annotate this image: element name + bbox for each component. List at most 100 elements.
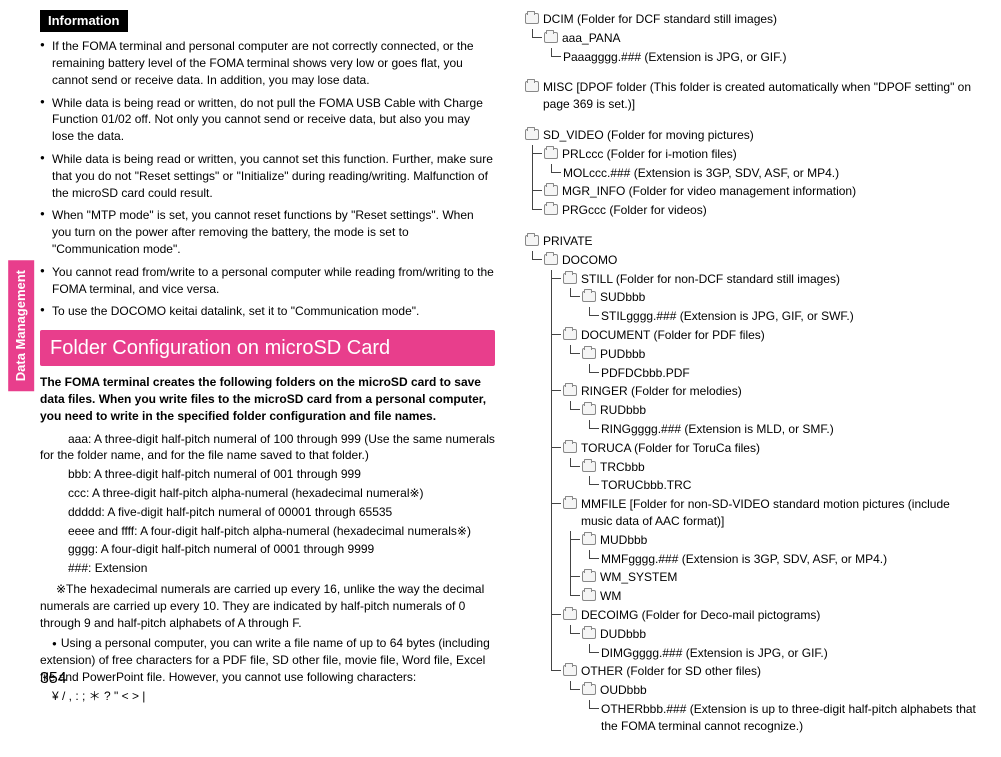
- tree-folder: PUDbbb PDFDCbbb.PDF: [582, 345, 980, 383]
- tree-leaf: OTHERbbb.### (Extension is up to three-d…: [601, 700, 980, 736]
- tree-folder: OTHER (Folder for SD other files)OUDbbbO…: [563, 662, 980, 735]
- tree-folder: WM: [582, 587, 980, 606]
- folder-icon: [525, 235, 539, 246]
- folder-label: WM: [600, 588, 621, 605]
- folder-label: TRCbbb: [600, 459, 645, 476]
- tree-folder: DOCUMENT (Folder for PDF files) PUDbbb PDF…: [563, 326, 980, 382]
- tree-group: PRIVATEDOCOMOSTILL (Folder for non-DCF s…: [525, 232, 980, 736]
- folder-icon: [582, 590, 596, 601]
- information-list: If the FOMA terminal and personal comput…: [40, 38, 495, 320]
- tree-folder: RUDbbb RINGgggg.### (Extension is MLD, or…: [582, 401, 980, 439]
- folder-label: MISC [DPOF folder (This folder is create…: [543, 79, 980, 113]
- folder-label: PRGccc (Folder for videos): [562, 202, 707, 219]
- tree-folder: SD_VIDEO (Folder for moving pictures)PRL…: [525, 126, 980, 220]
- folder-icon: [563, 609, 577, 620]
- folder-label: OTHER (Folder for SD other files): [581, 663, 761, 680]
- leaf-label: RINGgggg.### (Extension is MLD, or SMF.): [601, 421, 834, 438]
- tree-group: SD_VIDEO (Folder for moving pictures)PRL…: [525, 126, 980, 220]
- def-item: bbb: A three-digit half-pitch numeral of…: [40, 467, 361, 481]
- folder-icon: [563, 442, 577, 453]
- def-item: gggg: A four-digit half-pitch numeral of…: [40, 542, 374, 556]
- info-item: While data is being read or written, you…: [40, 151, 495, 201]
- folder-icon: [544, 204, 558, 215]
- hex-note: ※The hexadecimal numerals are carried up…: [40, 581, 495, 631]
- folder-icon: [582, 684, 596, 695]
- folder-label: DCIM (Folder for DCF standard still imag…: [543, 11, 777, 28]
- folder-icon: [563, 498, 577, 509]
- folder-icon: [544, 185, 558, 196]
- section-header: Folder Configuration on microSD Card: [40, 330, 495, 366]
- tree-folder: RINGER (Folder for melodies) RUDbbb RINGgg…: [563, 382, 980, 438]
- tree-folder: STILL (Folder for non-DCF standard still…: [563, 270, 980, 326]
- folder-label: aaa_PANA: [562, 30, 620, 47]
- leaf-label: PDFDCbbb.PDF: [601, 365, 690, 382]
- folder-label: PRLccc (Folder for i-motion files): [562, 146, 737, 163]
- left-column: Information If the FOMA terminal and per…: [40, 10, 495, 747]
- tree-leaf: DIMGgggg.### (Extension is JPG, or GIF.): [601, 644, 980, 663]
- tree-leaf: STILgggg.### (Extension is JPG, GIF, or …: [601, 307, 980, 326]
- folder-icon: [563, 385, 577, 396]
- info-item: You cannot read from/write to a personal…: [40, 264, 495, 298]
- page-content: Information If the FOMA terminal and per…: [0, 0, 1001, 757]
- folder-icon: [582, 534, 596, 545]
- tree-group: MISC [DPOF folder (This folder is create…: [525, 78, 980, 114]
- tree-folder: DUDbbb DIMGgggg.### (Extension is JPG, or…: [582, 625, 980, 663]
- leaf-label: DIMGgggg.### (Extension is JPG, or GIF.): [601, 645, 828, 662]
- section-intro: The FOMA terminal creates the following …: [40, 374, 495, 424]
- tree-folder: WM_SYSTEM: [582, 568, 980, 587]
- tree-group: DCIM (Folder for DCF standard still imag…: [525, 10, 980, 66]
- folder-label: OUDbbb: [600, 682, 647, 699]
- tree-folder: MGR_INFO (Folder for video management in…: [544, 182, 980, 201]
- folder-icon: [525, 81, 539, 92]
- tree-folder: MUDbbbMMFgggg.### (Extension is 3GP, SDV…: [582, 531, 980, 569]
- folder-label: SD_VIDEO (Folder for moving pictures): [543, 127, 754, 144]
- tree-leaf: MMFgggg.### (Extension is 3GP, SDV, ASF,…: [601, 550, 980, 569]
- info-item: If the FOMA terminal and personal comput…: [40, 38, 495, 88]
- tree-folder: PRLccc (Folder for i-motion files) MOLccc…: [544, 145, 980, 183]
- folder-label: DUDbbb: [600, 626, 646, 643]
- tree-leaf: Paaagggg.### (Extension is JPG, or GIF.): [563, 48, 980, 67]
- info-item: When "MTP mode" is set, you cannot reset…: [40, 207, 495, 257]
- folder-label: DECOIMG (Folder for Deco-mail pictograms…: [581, 607, 820, 624]
- folder-icon: [544, 32, 558, 43]
- tree-folder: aaa_PANAPaaagggg.### (Extension is JPG, …: [544, 29, 980, 67]
- folder-label: DOCUMENT (Folder for PDF files): [581, 327, 765, 344]
- leaf-label: MOLccc.### (Extension is 3GP, SDV, ASF, …: [563, 165, 839, 182]
- tree-leaf: TORUCbbb.TRC: [601, 476, 980, 495]
- folder-label: RINGER (Folder for melodies): [581, 383, 742, 400]
- tree-folder: DECOIMG (Folder for Deco-mail pictograms…: [563, 606, 980, 662]
- info-item: To use the DOCOMO keitai datalink, set i…: [40, 303, 495, 320]
- folder-label: WM_SYSTEM: [600, 569, 677, 586]
- tree-folder: MISC [DPOF folder (This folder is create…: [525, 78, 980, 114]
- leaf-label: STILgggg.### (Extension is JPG, GIF, or …: [601, 308, 854, 325]
- folder-label: MUDbbb: [600, 532, 647, 549]
- folder-icon: [582, 404, 596, 415]
- folder-tree: DCIM (Folder for DCF standard still imag…: [525, 10, 980, 747]
- folder-icon: [525, 13, 539, 24]
- folder-icon: [563, 665, 577, 676]
- tree-folder: TORUCA (Folder for ToruCa files) TRCbbbTO…: [563, 439, 980, 495]
- folder-icon: [582, 291, 596, 302]
- def-item: eeee and ffff: A four-digit half-pitch a…: [40, 524, 471, 538]
- folder-label: PUDbbb: [600, 346, 645, 363]
- tree-folder: SUDbbbSTILgggg.### (Extension is JPG, GI…: [582, 288, 980, 326]
- folder-icon: [563, 329, 577, 340]
- def-item: ddddd: A five-digit half-pitch numeral o…: [40, 505, 392, 519]
- folder-icon: [544, 254, 558, 265]
- tree-folder: PRGccc (Folder for videos): [544, 201, 980, 220]
- folder-icon: [544, 148, 558, 159]
- folder-label: STILL (Folder for non-DCF standard still…: [581, 271, 840, 288]
- folder-label: MMFILE [Folder for non-SD-VIDEO standard…: [581, 496, 980, 530]
- folder-label: TORUCA (Folder for ToruCa files): [581, 440, 760, 457]
- tree-folder: MMFILE [Folder for non-SD-VIDEO standard…: [563, 495, 980, 606]
- tree-folder: PRIVATEDOCOMOSTILL (Folder for non-DCF s…: [525, 232, 980, 736]
- tree-folder: OUDbbbOTHERbbb.### (Extension is up to t…: [582, 681, 980, 735]
- folder-label: RUDbbb: [600, 402, 646, 419]
- info-item: While data is being read or written, do …: [40, 95, 495, 145]
- folder-label: PRIVATE: [543, 233, 593, 250]
- tree-folder: DOCOMOSTILL (Folder for non-DCF standard…: [544, 251, 980, 736]
- tree-folder: DCIM (Folder for DCF standard still imag…: [525, 10, 980, 66]
- forbidden-chars: ¥ / , : ; ＊ ? " < > |: [40, 688, 495, 705]
- leaf-label: TORUCbbb.TRC: [601, 477, 691, 494]
- folder-icon: [582, 628, 596, 639]
